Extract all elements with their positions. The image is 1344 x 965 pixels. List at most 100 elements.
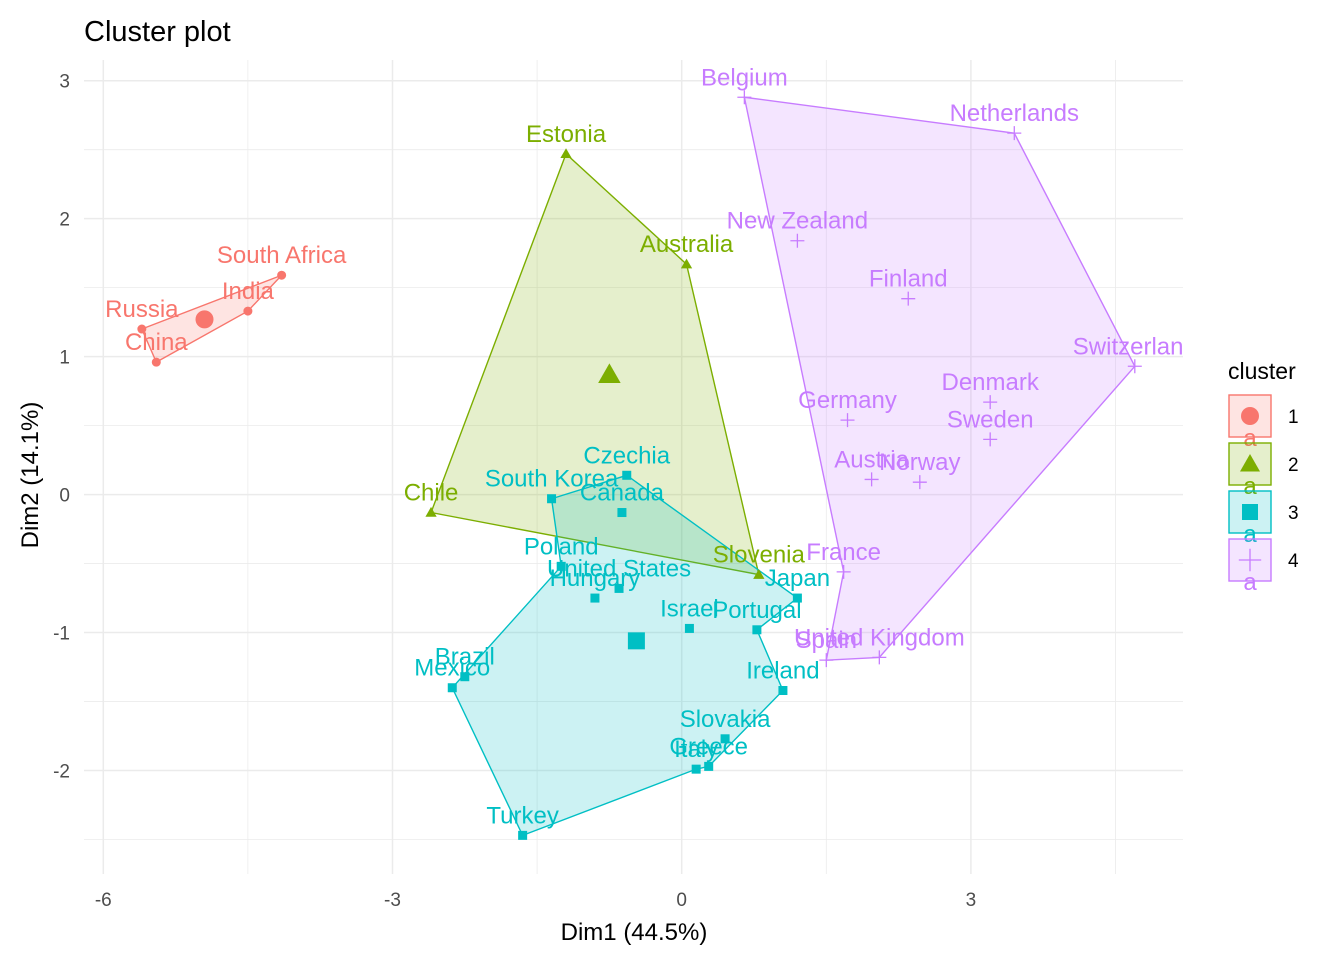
y-tick-label: -1 [53,624,70,645]
legend-key-text-2: a [1243,473,1257,500]
point-slovakia [720,734,730,744]
label-estonia: Estonia [526,121,607,148]
label-canada: Canada [580,480,665,507]
label-new-zealand: New Zealand [727,208,868,235]
y-tick-label: 3 [59,72,70,93]
label-japan: Japan [765,565,830,592]
point-south-africa [277,270,287,280]
point-israel [684,623,694,633]
label-ireland: Ireland [746,658,819,685]
legend: cluster a 1 a 2 a 3 a 4 [1228,358,1299,596]
y-tick-label: 1 [59,348,70,369]
point-south-korea [547,494,557,504]
point-india [243,306,253,316]
axis-ticks: -6 -3 0 3 -2 -1 0 1 2 3 [53,72,976,911]
label-italy: Italy [674,736,718,763]
point-belgium [737,90,752,105]
y-tick-label: 2 [59,210,70,231]
legend-marker-1 [1241,407,1259,425]
point-finland [901,291,916,306]
x-tick-label: 0 [676,890,687,911]
label-india: India [222,278,275,305]
label-austria: Austria [834,446,909,473]
label-switzerland: Switzerland [1073,333,1197,360]
point-denmark [983,395,998,410]
legend-key-text-3: a [1243,521,1257,548]
label-netherlands: Netherlands [950,100,1079,127]
y-tick-label: 0 [59,486,70,507]
cluster-1-center [195,310,214,329]
point-ireland [778,686,788,696]
label-slovenia: Slovenia [713,542,806,569]
point-portugal [752,625,762,635]
label-mexico: Mexico [414,655,490,682]
x-axis-title: Dim1 (44.5%) [561,919,708,946]
label-russia: Russia [105,296,179,323]
point-mexico [447,683,457,693]
label-spain: Spain [796,627,857,654]
label-germany: Germany [798,387,897,414]
label-hungary: Hungary [550,565,641,592]
point-china [151,357,161,367]
point-italy [691,764,701,774]
label-chile: Chile [404,480,459,507]
legend-marker-2 [1240,454,1260,472]
point-germany [840,413,855,428]
label-greece: Greece [669,733,748,760]
point-brazil [460,672,470,682]
point-russia [137,324,147,334]
legend-key-text-1: a [1243,425,1257,452]
point-united-states [614,583,624,593]
cluster-points [137,90,1142,840]
label-turkey: Turkey [486,802,558,829]
plot-grid [84,60,1183,874]
label-israel: Israel [660,595,719,622]
point-united-kingdom [872,650,887,665]
label-united-states: United States [547,555,691,582]
legend-marker-3 [1242,504,1258,520]
point-poland [556,561,566,571]
point-turkey [518,830,528,840]
label-china: China [125,329,188,356]
point-spain [819,653,834,668]
label-poland: Poland [524,533,599,560]
label-belgium: Belgium [701,64,788,91]
point-hungary [590,593,600,603]
legend-label-3: 3 [1288,503,1299,524]
y-tick-label: -2 [53,762,70,783]
chart-title: Cluster plot [84,16,231,48]
point-slovenia [753,568,765,579]
label-australia: Australia [640,231,734,258]
cluster-2-center [598,363,621,384]
legend-label-4: 4 [1288,551,1299,572]
point-norway [912,475,927,490]
label-south-korea: South Korea [485,466,619,493]
point-japan [792,593,802,603]
point-chile [425,506,437,517]
label-south-africa: South Africa [217,242,347,269]
point-australia [680,258,693,269]
point-czechia [622,470,632,480]
label-norway: Norway [879,449,960,476]
cluster-hulls [140,96,1136,837]
point-france [836,564,851,579]
cluster-centers [195,310,645,650]
point-greece [704,761,714,771]
label-slovakia: Slovakia [680,706,771,733]
point-sweden [983,432,998,447]
cluster-3-center [627,632,645,650]
label-czechia: Czechia [583,442,670,469]
label-sweden: Sweden [947,406,1034,433]
point-netherlands [1007,126,1022,141]
point-canada [617,508,627,518]
label-brazil: Brazil [435,644,495,671]
point-austria [864,472,879,487]
point-labels: Russia China India South Africa Estonia Austr… [105,64,1197,829]
legend-label-1: 1 [1288,407,1299,428]
point-switzerland [1127,359,1142,374]
x-tick-label: 3 [966,890,977,911]
legend-key-text-4: a [1243,569,1257,596]
y-axis-title: Dim2 (14.1%) [17,402,44,549]
label-france: France [806,539,881,566]
